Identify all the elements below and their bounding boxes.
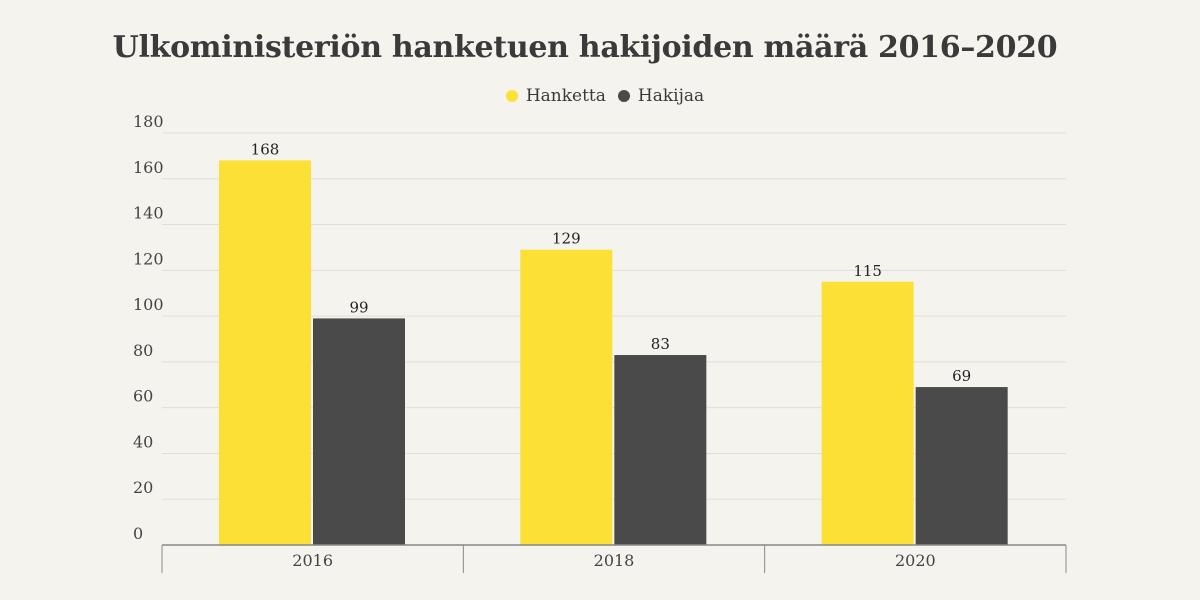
- x-tick-label: 2018: [594, 551, 635, 570]
- bar-hakijaa-2018: [614, 355, 707, 545]
- y-tick-label: 20: [133, 478, 153, 497]
- legend-label-hanketta: Hanketta: [525, 86, 606, 106]
- bar-hakijaa-2020: [915, 387, 1008, 545]
- data-label: 69: [952, 367, 971, 385]
- data-label: 168: [251, 140, 280, 158]
- y-tick-label: 180: [133, 112, 164, 131]
- bar-hanketta-2018: [520, 249, 613, 545]
- bar-hanketta-2020: [821, 281, 914, 545]
- legend: Hanketta Hakijaa: [0, 86, 1200, 106]
- y-tick-label: 80: [133, 341, 153, 360]
- legend-item-hakijaa: Hakijaa: [617, 86, 705, 106]
- x-tick-label: 2016: [292, 551, 333, 570]
- data-label: 129: [552, 230, 581, 248]
- x-tick-label: 2020: [895, 551, 936, 570]
- y-tick-label: 40: [133, 432, 153, 451]
- bar-hanketta-2016: [219, 160, 311, 545]
- legend-swatch-hanketta: [505, 90, 518, 102]
- y-tick-label: 100: [133, 295, 164, 314]
- data-label: 99: [349, 298, 368, 316]
- y-tick-label: 0: [133, 524, 143, 543]
- data-label: 115: [853, 262, 882, 280]
- y-tick-label: 160: [133, 158, 164, 177]
- legend-label-hakijaa: Hakijaa: [637, 86, 705, 106]
- data-label: 83: [651, 335, 670, 353]
- legend-item-hanketta: Hanketta: [505, 86, 606, 106]
- bar-hakijaa-2016: [313, 318, 405, 545]
- y-tick-label: 120: [133, 249, 164, 268]
- chart-title: Ulkoministeriön hanketuen hakijoiden mää…: [112, 30, 1058, 65]
- legend-swatch-hakijaa: [617, 90, 630, 102]
- y-tick-label: 60: [133, 387, 153, 406]
- y-tick-label: 140: [133, 204, 164, 223]
